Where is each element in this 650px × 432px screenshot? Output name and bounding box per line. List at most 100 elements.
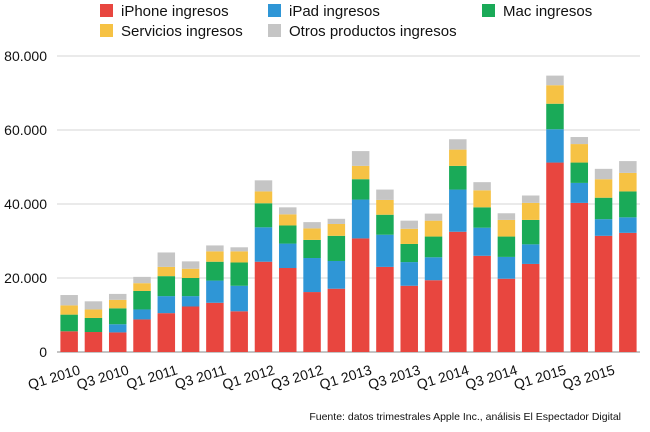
bar-segment bbox=[181, 296, 200, 307]
bar-segment bbox=[570, 137, 589, 145]
legend-swatch bbox=[100, 4, 113, 17]
bar-segment bbox=[594, 168, 613, 180]
bar-segment bbox=[497, 256, 516, 279]
bar-segment bbox=[400, 220, 418, 229]
bar-segment bbox=[449, 139, 467, 150]
bar-segment bbox=[327, 218, 346, 224]
bar-segment bbox=[594, 235, 613, 352]
bar-segment bbox=[60, 331, 78, 352]
bar-segment bbox=[157, 313, 176, 352]
bar-segment bbox=[181, 268, 200, 278]
bar-segment bbox=[473, 227, 491, 256]
bar-segment bbox=[546, 75, 564, 86]
bar-segment bbox=[619, 161, 637, 173]
y-tick-label: 20.000 bbox=[4, 270, 47, 286]
bar-segment bbox=[206, 251, 224, 262]
bar-segment bbox=[254, 227, 273, 262]
bar-segment bbox=[424, 280, 443, 352]
gridlines bbox=[57, 55, 640, 353]
x-tick-label: Q3 2010 bbox=[75, 362, 131, 393]
bar-segment bbox=[157, 266, 176, 277]
bar-segment bbox=[279, 214, 297, 226]
bar-segment bbox=[133, 276, 151, 284]
bar-segment bbox=[351, 179, 370, 200]
bar-segment bbox=[619, 217, 637, 233]
bar-segment bbox=[230, 285, 248, 312]
bar-segment bbox=[327, 235, 346, 261]
bar-segment bbox=[303, 222, 321, 229]
bar-segment bbox=[108, 324, 127, 333]
bar-segment bbox=[108, 308, 127, 325]
legend-label: Servicios ingresos bbox=[121, 23, 243, 40]
bar-segment bbox=[546, 129, 564, 163]
bar-segment bbox=[521, 202, 540, 220]
bar-segment bbox=[594, 197, 613, 220]
bar-segment bbox=[594, 179, 613, 198]
bar-segment bbox=[449, 165, 467, 190]
bar-segment bbox=[497, 219, 516, 237]
bar-segment bbox=[546, 85, 564, 104]
bar-segment bbox=[351, 165, 370, 180]
bar-segment bbox=[400, 243, 418, 263]
y-tick-label: 80.000 bbox=[4, 48, 47, 64]
bar-segment bbox=[473, 255, 491, 352]
bar-segment bbox=[303, 258, 321, 293]
bar-segment bbox=[376, 266, 394, 352]
x-tick-label: Q1 2011 bbox=[124, 362, 179, 393]
bar-segment bbox=[594, 219, 613, 236]
bar-segment bbox=[546, 103, 564, 130]
bar-segment bbox=[84, 332, 103, 352]
bar-segment bbox=[279, 207, 297, 215]
bar-segment bbox=[424, 257, 443, 281]
y-tick-label: 60.000 bbox=[4, 122, 47, 138]
bar-segment bbox=[570, 162, 589, 183]
bar-segment bbox=[449, 189, 467, 232]
legend-swatch bbox=[482, 4, 495, 17]
legend-label: iPhone ingresos bbox=[121, 3, 229, 20]
bar-segment bbox=[570, 182, 589, 203]
bar-segment bbox=[351, 199, 370, 239]
bar-segment bbox=[60, 314, 78, 332]
bar-segment bbox=[60, 305, 78, 315]
bar-segment bbox=[497, 213, 516, 220]
legend-label: Otros productos ingresos bbox=[289, 23, 457, 40]
bar-segment bbox=[84, 309, 103, 318]
bar-segment bbox=[424, 220, 443, 237]
bar-segment bbox=[206, 261, 224, 281]
bar-segment bbox=[279, 225, 297, 244]
bar-segment bbox=[521, 244, 540, 264]
bar-segment bbox=[376, 189, 394, 200]
bar-segment bbox=[230, 247, 248, 252]
bar-segment bbox=[351, 238, 370, 352]
bar-segment bbox=[181, 261, 200, 269]
bar-segment bbox=[400, 228, 418, 244]
bars bbox=[60, 75, 637, 352]
bar-segment bbox=[279, 243, 297, 269]
bar-segment bbox=[473, 190, 491, 208]
bar-segment bbox=[424, 236, 443, 258]
bar-segment bbox=[303, 292, 321, 352]
bar-segment bbox=[327, 288, 346, 352]
bar-segment bbox=[157, 276, 176, 297]
bar-segment bbox=[376, 214, 394, 235]
bar-segment bbox=[133, 283, 151, 291]
y-tick-label: 40.000 bbox=[4, 196, 47, 212]
bar-segment bbox=[279, 268, 297, 352]
bar-segment bbox=[181, 278, 200, 297]
bar-segment bbox=[84, 317, 103, 333]
bar-segment bbox=[206, 302, 224, 352]
bar-segment bbox=[570, 144, 589, 163]
bar-segment bbox=[108, 293, 127, 300]
bar-segment bbox=[60, 295, 78, 306]
bar-segment bbox=[181, 306, 200, 352]
bar-segment bbox=[254, 180, 273, 192]
bar-segment bbox=[303, 228, 321, 240]
bar-segment bbox=[449, 149, 467, 166]
bar-segment bbox=[473, 207, 491, 228]
bar-segment bbox=[157, 252, 176, 267]
bar-segment bbox=[619, 172, 637, 192]
bar-segment bbox=[108, 332, 127, 352]
bar-segment bbox=[570, 202, 589, 352]
